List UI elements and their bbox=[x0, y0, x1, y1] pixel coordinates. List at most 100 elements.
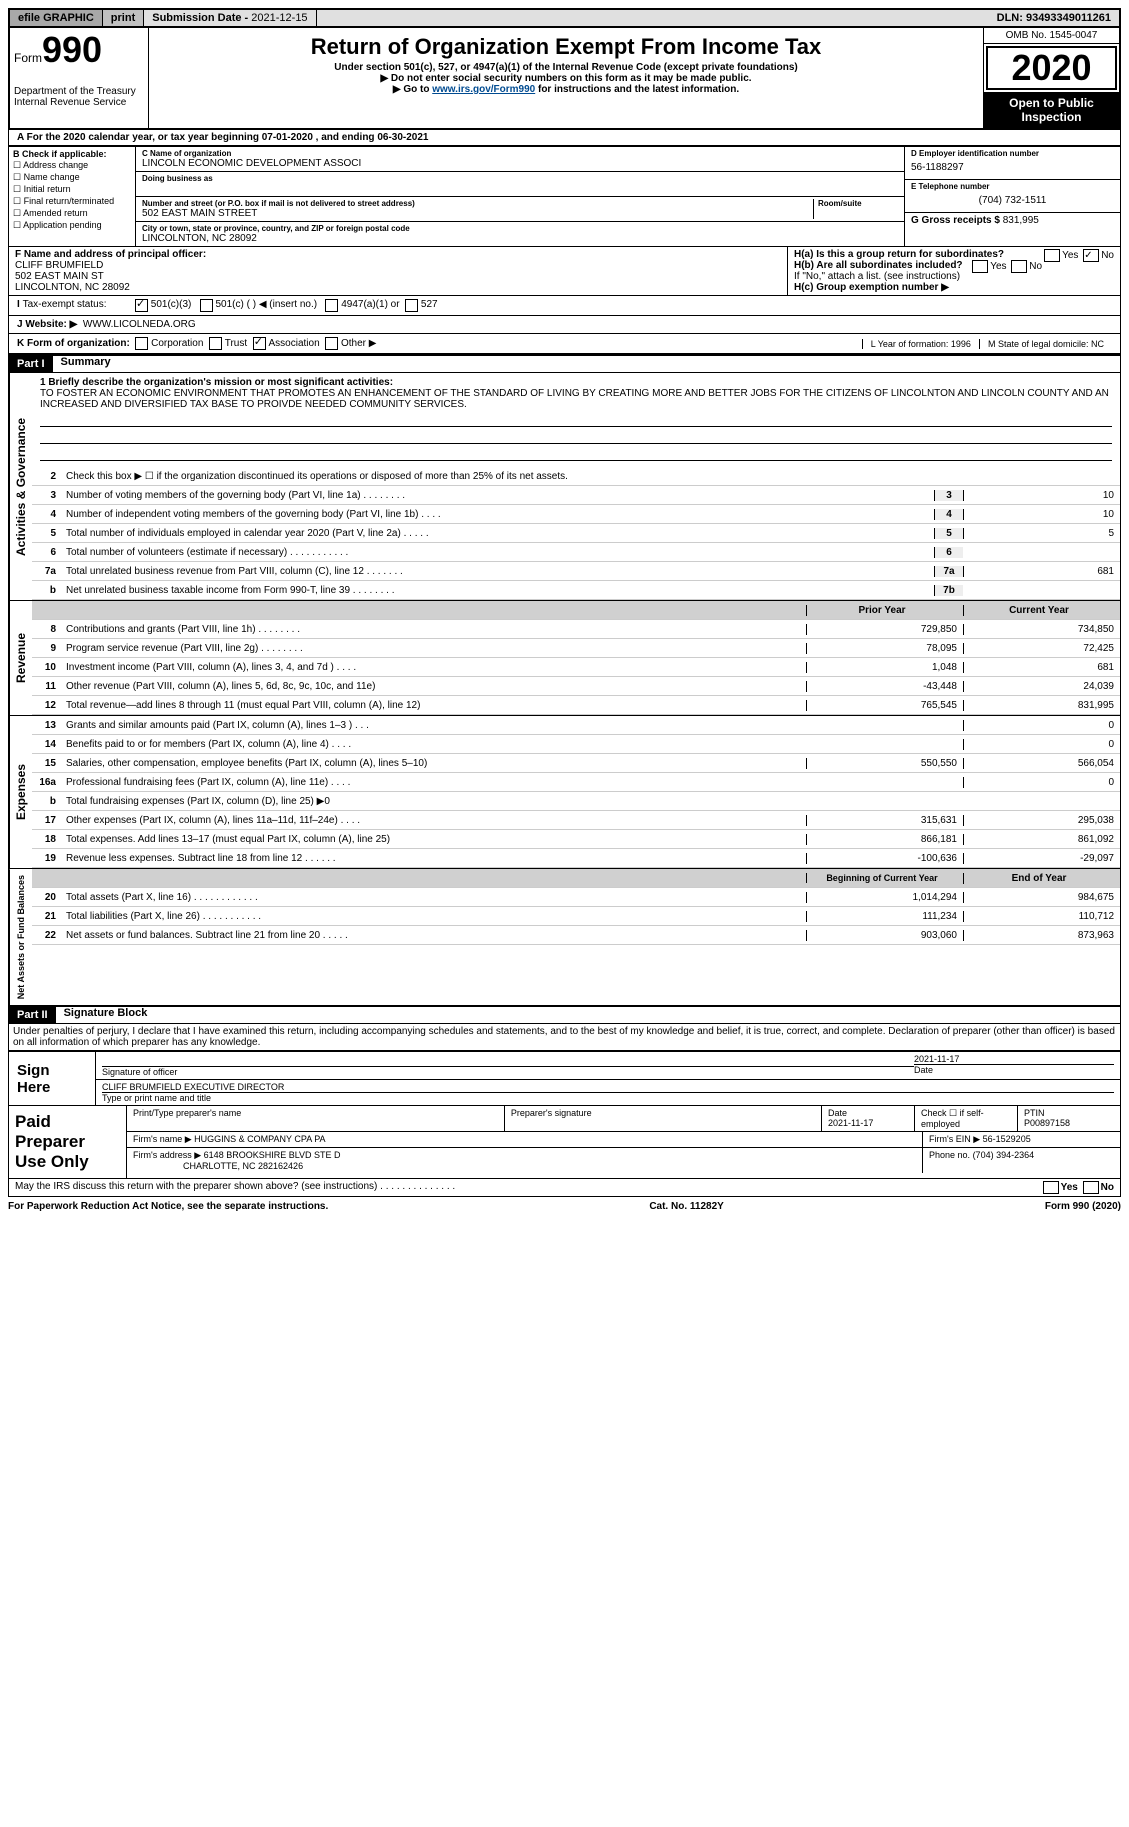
gov-line-6: 6Total number of volunteers (estimate if… bbox=[32, 543, 1120, 562]
mission-block: 1 Briefly describe the organization's mi… bbox=[32, 373, 1120, 467]
line-2: Check this box ▶ ☐ if the organization d… bbox=[62, 470, 1120, 483]
discuss-no[interactable] bbox=[1083, 1181, 1099, 1194]
dept-treasury: Department of the Treasury bbox=[14, 86, 144, 97]
part2-header: Part II Signature Block bbox=[8, 1006, 1121, 1024]
firm-addr: 6148 BROOKSHIRE BLVD STE D bbox=[204, 1150, 341, 1160]
phone-value: (704) 732-1511 bbox=[911, 191, 1114, 210]
city-state-zip: LINCOLNTON, NC 28092 bbox=[142, 233, 898, 244]
gov-line-7a: 7aTotal unrelated business revenue from … bbox=[32, 562, 1120, 581]
hc-label: H(c) Group exemption number ▶ bbox=[794, 282, 949, 293]
exp-line-13: 13Grants and similar amounts paid (Part … bbox=[32, 716, 1120, 735]
header-right: OMB No. 1545-0047 2020 Open to Public In… bbox=[983, 28, 1119, 128]
exp-line-19: 19Revenue less expenses. Subtract line 1… bbox=[32, 849, 1120, 868]
exp-line-15: 15Salaries, other compensation, employee… bbox=[32, 754, 1120, 773]
perjury-text: Under penalties of perjury, I declare th… bbox=[8, 1024, 1121, 1051]
instructions-link[interactable]: www.irs.gov/Form990 bbox=[432, 84, 535, 95]
revenue-vlabel: Revenue bbox=[9, 601, 32, 715]
print-button[interactable]: print bbox=[103, 10, 144, 26]
net-line-22: 22Net assets or fund balances. Subtract … bbox=[32, 926, 1120, 945]
cb-501c[interactable] bbox=[200, 299, 213, 312]
gov-line-4: 4Number of independent voting members of… bbox=[32, 505, 1120, 524]
cb-corp[interactable] bbox=[135, 337, 148, 350]
box-h: H(a) Is this a group return for subordin… bbox=[787, 247, 1120, 295]
header-left: Form990 Department of the Treasury Inter… bbox=[10, 28, 149, 128]
exp-line-14: 14Benefits paid to or for members (Part … bbox=[32, 735, 1120, 754]
tax-exempt-row: I Tax-exempt status: 501(c)(3) 501(c) ( … bbox=[8, 296, 1121, 316]
governance-section: Activities & Governance 1 Briefly descri… bbox=[8, 373, 1121, 601]
phone-cell: E Telephone number (704) 732-1511 bbox=[905, 180, 1120, 213]
officer-name: CLIFF BRUMFIELD bbox=[15, 260, 103, 271]
firm-ein: 56-1529205 bbox=[983, 1134, 1031, 1144]
col-c: C Name of organization LINCOLN ECONOMIC … bbox=[136, 147, 904, 246]
net-line-20: 20Total assets (Part X, line 16) . . . .… bbox=[32, 888, 1120, 907]
h-note: If "No," attach a list. (see instruction… bbox=[794, 271, 1114, 282]
gov-line-3: 3Number of voting members of the governi… bbox=[32, 486, 1120, 505]
cb-name-change[interactable]: ☐ Name change bbox=[13, 172, 131, 183]
ptin-value: P00897158 bbox=[1024, 1118, 1070, 1128]
netassets-vlabel: Net Assets or Fund Balances bbox=[9, 869, 32, 1005]
subtitle-2: ▶ Do not enter social security numbers o… bbox=[153, 73, 979, 84]
cb-4947[interactable] bbox=[325, 299, 338, 312]
entity-info-box: B Check if applicable: ☐ Address change … bbox=[8, 146, 1121, 247]
sign-here-section: Sign Here Signature of officer 2021-11-1… bbox=[8, 1051, 1121, 1179]
hb-yes[interactable] bbox=[972, 260, 988, 273]
governance-vlabel: Activities & Governance bbox=[9, 373, 32, 600]
footer-left: For Paperwork Reduction Act Notice, see … bbox=[8, 1201, 328, 1212]
footer-mid: Cat. No. 11282Y bbox=[649, 1201, 723, 1212]
dln: DLN: 93493349011261 bbox=[989, 10, 1119, 26]
paid-preparer-section: Paid Preparer Use Only Print/Type prepar… bbox=[9, 1106, 1120, 1178]
exp-line-16a: 16aProfessional fundraising fees (Part I… bbox=[32, 773, 1120, 792]
cb-application-pending[interactable]: ☐ Application pending bbox=[13, 220, 131, 231]
subtitle-3: ▶ Go to www.irs.gov/Form990 for instruct… bbox=[153, 84, 979, 95]
cb-assoc[interactable] bbox=[253, 337, 266, 350]
k-row: K Form of organization: Corporation Trus… bbox=[8, 334, 1121, 354]
cb-address-change[interactable]: ☐ Address change bbox=[13, 160, 131, 171]
preparer-sig-hdr: Preparer's signature bbox=[505, 1106, 822, 1131]
year-formation: L Year of formation: 1996 bbox=[862, 339, 979, 349]
form-header: Form990 Department of the Treasury Inter… bbox=[8, 28, 1121, 130]
exp-line-b: bTotal fundraising expenses (Part IX, co… bbox=[32, 792, 1120, 811]
tax-year: 2020 bbox=[986, 46, 1117, 90]
box-f: F Name and address of principal officer:… bbox=[9, 247, 787, 295]
page-footer: For Paperwork Reduction Act Notice, see … bbox=[8, 1197, 1121, 1216]
col-b-checkboxes: B Check if applicable: ☐ Address change … bbox=[9, 147, 136, 246]
gross-receipts: 831,995 bbox=[1003, 215, 1039, 226]
exp-line-17: 17Other expenses (Part IX, column (A), l… bbox=[32, 811, 1120, 830]
street-cell: Number and street (or P.O. box if mail i… bbox=[136, 197, 904, 222]
ein-cell: D Employer identification number 56-1188… bbox=[905, 147, 1120, 180]
rev-line-12: 12Total revenue—add lines 8 through 11 (… bbox=[32, 696, 1120, 715]
preparer-name-hdr: Print/Type preparer's name bbox=[127, 1106, 505, 1131]
firm-name: HUGGINS & COMPANY CPA PA bbox=[194, 1134, 325, 1144]
cb-501c3[interactable] bbox=[135, 299, 148, 312]
rev-header: Prior Year Current Year bbox=[32, 601, 1120, 620]
cb-other[interactable] bbox=[325, 337, 338, 350]
street-address: 502 EAST MAIN STREET bbox=[142, 208, 813, 219]
org-name: LINCOLN ECONOMIC DEVELOPMENT ASSOCI bbox=[142, 158, 898, 169]
self-employed-check[interactable]: Check ☐ if self-employed bbox=[915, 1106, 1018, 1131]
rev-line-10: 10Investment income (Part VIII, column (… bbox=[32, 658, 1120, 677]
subtitle-1: Under section 501(c), 527, or 4947(a)(1)… bbox=[153, 62, 979, 73]
cb-initial-return[interactable]: ☐ Initial return bbox=[13, 184, 131, 195]
cb-final-return[interactable]: ☐ Final return/terminated bbox=[13, 196, 131, 207]
sign-here-label: Sign Here bbox=[9, 1052, 96, 1105]
cb-527[interactable] bbox=[405, 299, 418, 312]
col-right: D Employer identification number 56-1188… bbox=[904, 147, 1120, 246]
form-title: Return of Organization Exempt From Incom… bbox=[153, 34, 979, 60]
org-name-cell: C Name of organization LINCOLN ECONOMIC … bbox=[136, 147, 904, 172]
ein-value: 56-1188297 bbox=[911, 158, 1114, 177]
cb-trust[interactable] bbox=[209, 337, 222, 350]
cb-amended[interactable]: ☐ Amended return bbox=[13, 208, 131, 219]
netassets-section: Net Assets or Fund Balances Beginning of… bbox=[8, 869, 1121, 1006]
rev-line-9: 9Program service revenue (Part VIII, lin… bbox=[32, 639, 1120, 658]
website-row: J Website: ▶ WWW.LICOLNEDA.ORG bbox=[8, 316, 1121, 334]
hb-no[interactable] bbox=[1011, 260, 1027, 273]
website-url[interactable]: WWW.LICOLNEDA.ORG bbox=[83, 319, 196, 330]
city-cell: City or town, state or province, country… bbox=[136, 222, 904, 246]
gov-line-b: bNet unrelated business taxable income f… bbox=[32, 581, 1120, 600]
discuss-yes[interactable] bbox=[1043, 1181, 1059, 1194]
ha-no[interactable]: ✓ bbox=[1083, 249, 1099, 262]
footer-right: Form 990 (2020) bbox=[1045, 1201, 1121, 1212]
discuss-row: May the IRS discuss this return with the… bbox=[8, 1179, 1121, 1197]
mission-text: TO FOSTER AN ECONOMIC ENVIRONMENT THAT P… bbox=[40, 388, 1109, 410]
ha-yes[interactable] bbox=[1044, 249, 1060, 262]
